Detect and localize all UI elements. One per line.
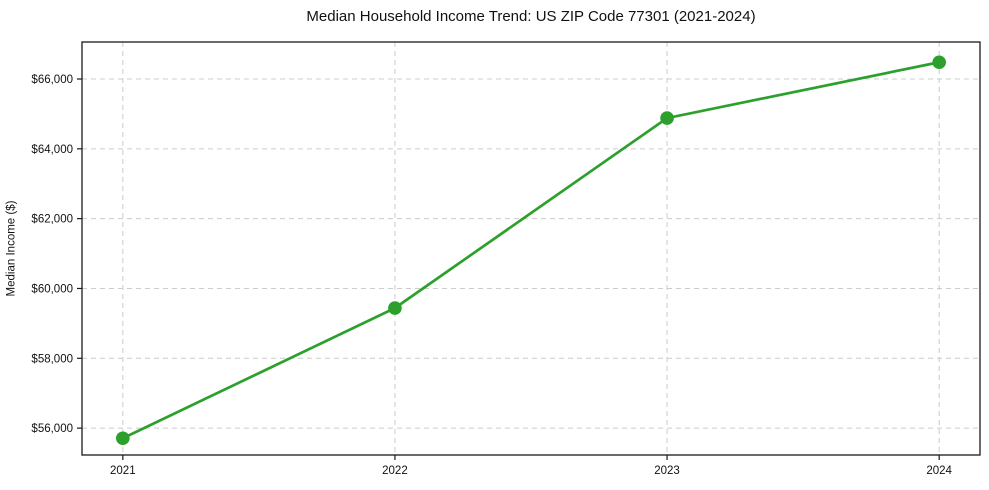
x-tick-label: 2023 — [654, 465, 680, 477]
chart-title: Median Household Income Trend: US ZIP Co… — [306, 8, 756, 25]
y-axis-label: Median Income ($) — [5, 200, 18, 297]
data-point — [932, 55, 946, 70]
data-point — [660, 111, 674, 125]
y-tick-label: $62,000 — [31, 214, 73, 226]
y-tick-label: $56,000 — [31, 423, 73, 435]
y-tick-label: $58,000 — [31, 353, 73, 365]
trend-line — [121, 60, 941, 440]
data-point — [116, 431, 130, 446]
x-tick-label: 2024 — [926, 465, 952, 477]
plot-border — [81, 41, 981, 456]
x-tick-label: 2022 — [382, 465, 408, 477]
data-point — [388, 301, 402, 315]
y-tick-label: $64,000 — [31, 144, 73, 156]
y-tick-label: $60,000 — [31, 283, 73, 295]
x-tick-label: 2021 — [110, 465, 136, 477]
y-tick-label: $66,000 — [31, 74, 73, 86]
